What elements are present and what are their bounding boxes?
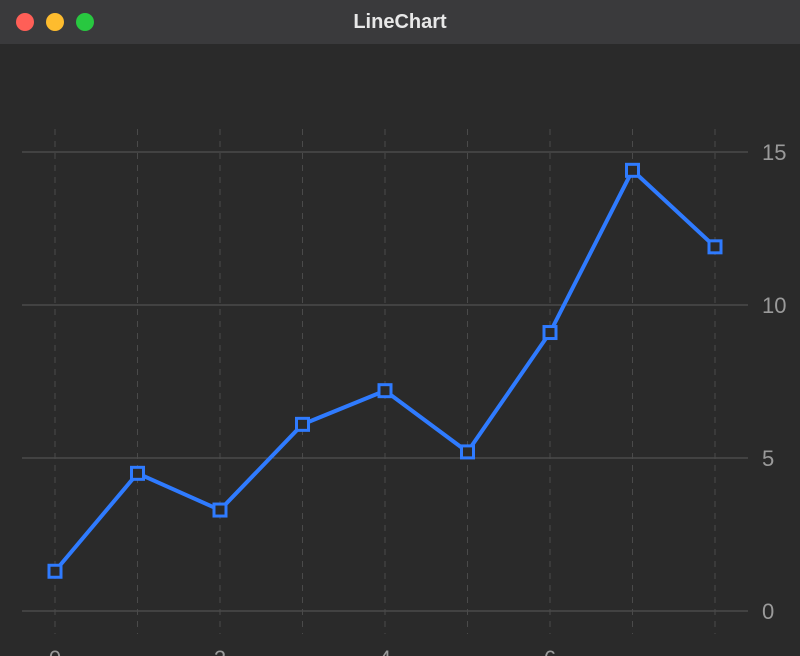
titlebar: LineChart [0,0,800,44]
minimize-icon[interactable] [46,13,64,31]
traffic-lights [16,13,94,31]
y-tick-label: 10 [762,293,786,318]
x-tick-label: 2 [214,646,226,656]
y-tick-label: 15 [762,140,786,165]
app-window: LineChart 0 2 4 6 0 5 10 15 [0,0,800,656]
x-tick-label: 6 [544,646,556,656]
x-tick-label: 4 [379,646,391,656]
y-tick-label: 5 [762,446,774,471]
line-chart: 0 2 4 6 0 5 10 15 [0,44,800,656]
zoom-icon[interactable] [76,13,94,31]
chart-area: 0 2 4 6 0 5 10 15 [0,44,800,656]
x-tick-label: 0 [49,646,61,656]
window-title: LineChart [0,11,800,34]
y-tick-label: 0 [762,599,774,624]
close-icon[interactable] [16,13,34,31]
